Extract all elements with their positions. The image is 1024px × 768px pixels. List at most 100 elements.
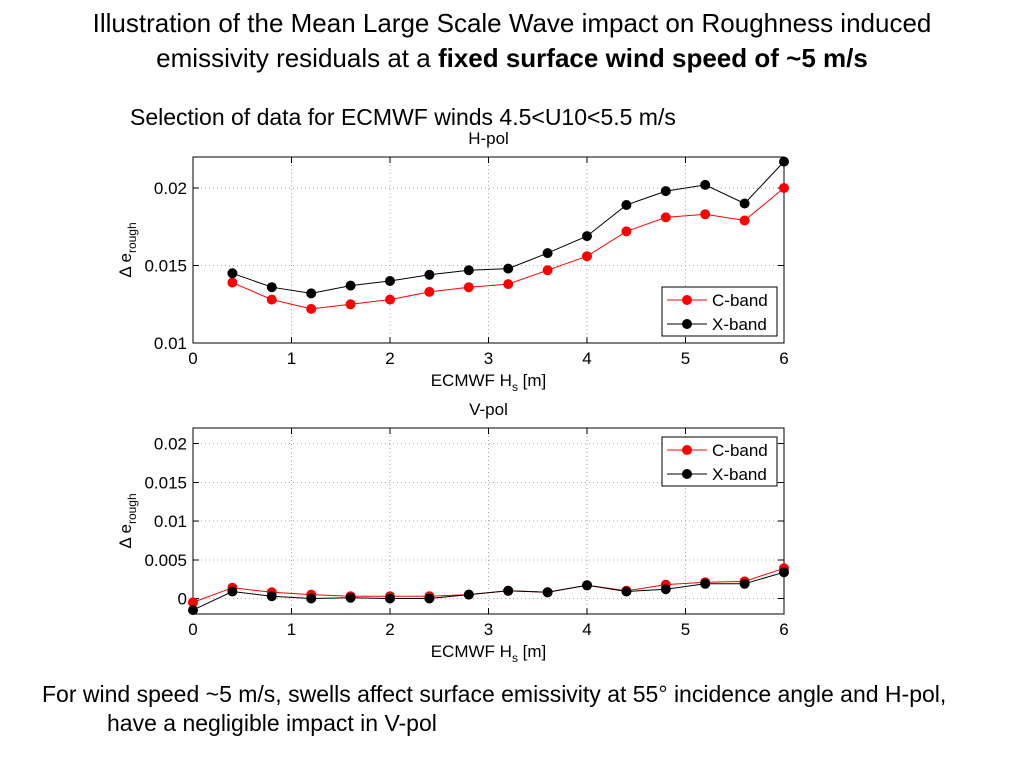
x-tick-label: 3 (484, 349, 493, 368)
x-band-point (385, 593, 395, 604)
y-tick-label: 0.01 (154, 512, 187, 531)
x-band-point (345, 592, 356, 603)
x-band-point (503, 263, 514, 274)
conclusion-note: For wind speed ~5 m/s, swells affect sur… (0, 680, 1024, 738)
x-band-point (306, 593, 317, 604)
y-axis-label: Δ erough (116, 222, 139, 277)
x-band-point (542, 248, 553, 259)
x-band-point (779, 156, 789, 167)
x-tick-label: 4 (582, 620, 591, 639)
x-tick-label: 0 (188, 349, 197, 368)
slide-title: Illustration of the Mean Large Scale Wav… (0, 6, 1024, 76)
chart-h-pol: 0 1 2 3 4 5 6 0.01 0.015 0.02 C-band X-band H-pol… (116, 129, 789, 394)
x-tick-label: 4 (582, 349, 591, 368)
legend-box (661, 436, 778, 487)
x-tick-label: 2 (385, 349, 394, 368)
x-axis-label: ECMWF Hs [m] (431, 642, 547, 665)
y-axis-label: Δ erough (116, 493, 139, 548)
x-band-point (385, 276, 395, 286)
x-band-point (503, 585, 514, 596)
y-axis-label-subscript: rough (125, 222, 139, 253)
c-band-point (503, 279, 514, 290)
x-band-point (660, 186, 671, 197)
x-band-point (700, 179, 711, 190)
c-band-point (345, 299, 356, 310)
series-layer (227, 156, 789, 314)
y-axis-label-text: Δ e (116, 524, 135, 549)
y-axis-label-text: Δ e (116, 253, 135, 278)
title-line-2-plain: emissivity residuals at a (156, 43, 438, 73)
legend-c-band-label: C-band (712, 441, 768, 460)
title-line-2-bold: fixed surface wind speed of ~5 m/s (437, 43, 868, 73)
chart-title: V-pol (469, 400, 508, 419)
y-tick-label: 0.02 (154, 435, 187, 454)
x-band-point (227, 586, 238, 597)
x-band-point (621, 200, 632, 210)
x-band-point (779, 567, 789, 578)
legend: C-band X-band (661, 436, 778, 487)
c-band-point (779, 183, 789, 193)
x-band-point (424, 269, 435, 280)
y-tick-label: 0.015 (144, 257, 187, 276)
legend-x-band-label: X-band (712, 315, 767, 334)
y-tick-labels: 0 0.005 0.01 0.015 0.02 (144, 435, 187, 609)
legend: C-band X-band (661, 286, 778, 337)
x-tick-label: 2 (385, 620, 394, 639)
legend-c-band-label: C-band (712, 291, 768, 310)
c-band-point (385, 294, 395, 305)
x-tick-labels: 0 1 2 3 4 5 6 (188, 349, 788, 368)
y-tick-labels: 0.01 0.015 0.02 (144, 179, 187, 353)
x-band-point (542, 587, 553, 598)
x-tick-label: 6 (779, 349, 788, 368)
x-band-point (582, 231, 592, 242)
x-band-line (192, 571, 785, 611)
x-band-point (739, 578, 750, 589)
x-band-point (463, 265, 474, 276)
x-tick-label: 5 (681, 349, 690, 368)
x-axis-label-text: ECMWF H (431, 371, 512, 390)
x-band-point (266, 591, 277, 602)
x-band-point (660, 584, 671, 595)
x-band-point (739, 198, 750, 209)
x-axis-label-text: ECMWF H (431, 642, 512, 661)
c-band-point (227, 277, 238, 288)
x-axis-label-unit: [m] (518, 642, 546, 661)
x-tick-label: 0 (188, 620, 197, 639)
c-band-point (660, 212, 671, 223)
c-band-point (424, 286, 435, 297)
y-tick-label: 0.01 (154, 334, 187, 353)
x-band-point (188, 605, 198, 616)
c-band-point (542, 265, 553, 276)
x-tick-label: 3 (484, 620, 493, 639)
x-axis-label-subscript: s (512, 651, 518, 665)
legend-x-band-marker (682, 469, 692, 479)
x-axis-label-subscript: s (512, 380, 518, 394)
x-band-point (227, 268, 238, 279)
x-tick-label: 1 (287, 620, 296, 639)
x-band-point (266, 282, 277, 293)
y-tick-label: 0.015 (144, 473, 187, 492)
x-tick-label: 6 (779, 620, 788, 639)
data-selection-note: Selection of data for ECMWF winds 4.5<U1… (130, 104, 676, 130)
legend-x-band-label: X-band (712, 465, 767, 484)
x-band-point (306, 288, 317, 299)
y-tick-label: 0 (178, 590, 187, 609)
c-band-point (739, 215, 750, 226)
y-tick-label: 0.005 (144, 551, 187, 570)
x-axis-label-unit: [m] (518, 371, 546, 390)
conclusion-line-1: For wind speed ~5 m/s, swells affect sur… (42, 681, 947, 707)
legend-c-band-marker (682, 445, 692, 455)
legend-box (661, 286, 778, 337)
legend-c-band-marker (682, 295, 692, 305)
c-band-point (463, 282, 474, 293)
x-band-point (582, 580, 592, 591)
y-tick-label: 0.02 (154, 179, 187, 198)
x-band-point (424, 593, 435, 604)
x-band-point (700, 578, 711, 589)
c-band-point (700, 209, 711, 220)
x-band-point (345, 280, 356, 291)
x-band-point (621, 586, 632, 597)
title-line-2: emissivity residuals at a fixed surface … (0, 41, 1024, 76)
conclusion-line-2: have a negligible impact in V-pol (107, 710, 437, 736)
